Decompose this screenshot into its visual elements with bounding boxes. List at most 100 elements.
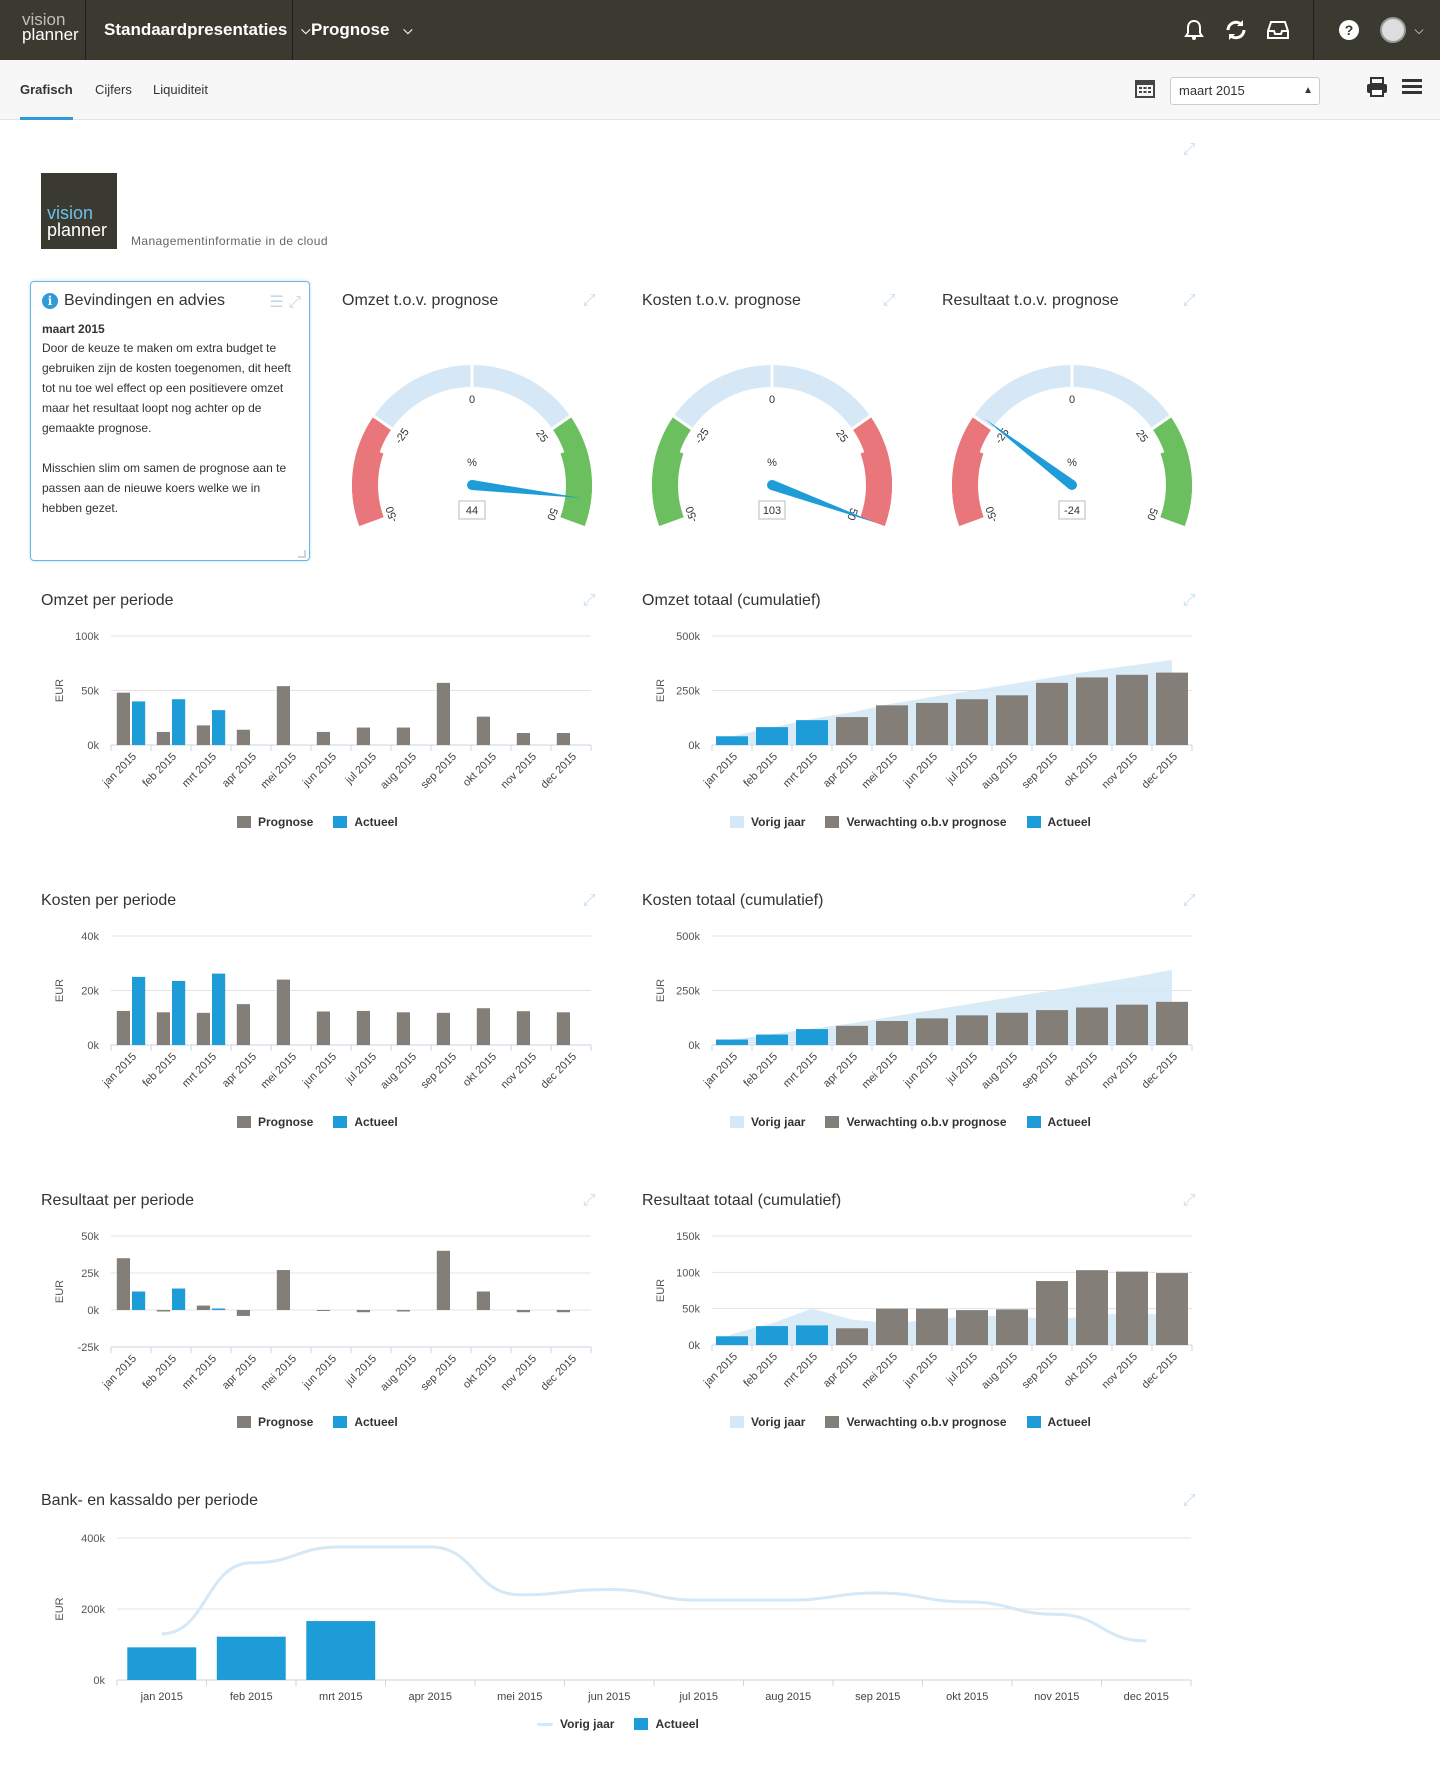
expand-icon[interactable]: ⤢ (288, 294, 301, 311)
chart-title-bank: Bank- en kassaldo per periode (41, 1492, 259, 1509)
expand-icon[interactable]: ⤢ (582, 592, 596, 609)
tab-liquiditeit[interactable]: Liquiditeit (153, 82, 208, 97)
gauge-band-mid (373, 365, 571, 429)
info-icon: i (42, 293, 58, 309)
expand-icon[interactable]: ⤢ (882, 292, 896, 309)
refresh-icon[interactable] (1215, 0, 1257, 60)
brand-logo[interactable]: vision planner (22, 11, 79, 43)
bar-prognose (436, 1012, 450, 1045)
x-tick-label: apr 2015 (821, 1351, 860, 1390)
legend-swatch (237, 1116, 251, 1128)
help-icon[interactable]: ? (1328, 0, 1370, 60)
expand-icon[interactable]: ⤢ (582, 892, 596, 909)
legend-item-actueel[interactable]: Actueel (333, 1115, 398, 1129)
line-vorig-jaar (161, 1545, 1147, 1643)
gauge-band-mid (673, 365, 871, 429)
x-tick-label: feb 2015 (140, 1353, 179, 1392)
menu-prognose[interactable]: Prognose ⌵ (292, 0, 431, 60)
gauge-needle (770, 480, 876, 523)
menu-standaardpresentaties[interactable]: Standaardpresentaties ⌵ (85, 0, 328, 60)
expand-icon[interactable]: ⤢ (1182, 1492, 1196, 1509)
legend-omzet-periode: Prognose Actueel (237, 815, 398, 829)
y-tick-label: 0k (688, 1040, 700, 1052)
bar-prognose (916, 1308, 948, 1345)
gauge-tick-label: 25 (833, 428, 850, 445)
bell-icon[interactable] (1173, 0, 1215, 60)
gauge-value-box: -24 (1058, 500, 1086, 520)
list-icon[interactable]: ☰ (269, 294, 284, 311)
y-tick-label: 0k (688, 740, 700, 752)
x-tick-label: dec 2015 (1140, 1351, 1180, 1391)
expand-icon[interactable]: ⤢ (1182, 141, 1196, 158)
gauge-title-resultaat: Resultaat t.o.v. prognose (942, 292, 1119, 309)
y-tick-label: 200k (81, 1604, 105, 1616)
print-icon[interactable] (1366, 76, 1388, 104)
legend-item-prognose[interactable]: Prognose (237, 815, 313, 829)
legend-item-prognose[interactable]: Prognose (237, 1115, 313, 1129)
logo-tagline: Managementinformatie in de cloud (131, 234, 328, 248)
legend-item-actueel[interactable]: Actueel (1026, 1115, 1091, 1129)
bar-prognose (436, 682, 450, 745)
gauge-band-high-outer (560, 444, 592, 527)
x-tick-label: jul 2015 (343, 1051, 379, 1087)
x-tick-label: mrt 2015 (180, 1051, 219, 1090)
inbox-icon[interactable] (1257, 0, 1299, 60)
legend-label: Vorig jaar (751, 1115, 806, 1129)
x-tick-label: jan 2015 (100, 1353, 139, 1392)
legend-item-actueel[interactable]: Actueel (333, 815, 398, 829)
legend-swatch (1026, 1416, 1041, 1428)
x-tick-label: apr 2015 (220, 1051, 259, 1090)
chart-kosten-cumulatief: 0k 250k 500k EUR jan 2015 feb 2015 mrt 2015 apr… (655, 931, 1193, 1092)
tab-cijfers[interactable]: Cijfers (95, 82, 132, 97)
legend-item-actueel[interactable]: Actueel (333, 1415, 398, 1429)
expand-icon[interactable]: ⤢ (1182, 892, 1196, 909)
y-tick-label: 500k (676, 631, 700, 643)
legend-resultaat-periode: Prognose Actueel (237, 1415, 398, 1429)
chart-resultaat-cumulatief: 0k 50k 100k 150k EUR jan 2015 feb 2015 mrt 2015… (655, 1231, 1193, 1392)
x-tick-label: okt 2015 (1062, 1051, 1100, 1089)
x-tick-label: feb 2015 (741, 751, 780, 790)
bar-prognose (996, 695, 1028, 745)
expand-icon[interactable]: ⤢ (1182, 292, 1196, 309)
x-tick-label: feb 2015 (741, 1051, 780, 1090)
calendar-icon[interactable] (1135, 78, 1155, 104)
legend-item-actueel[interactable]: Actueel (634, 1717, 699, 1731)
expand-icon[interactable]: ⤢ (1182, 592, 1196, 609)
legend-item-vorig-jaar[interactable]: Vorig jaar (730, 1415, 805, 1429)
expand-icon[interactable]: ⤢ (582, 292, 596, 309)
legend-item-prognose[interactable]: Prognose (237, 1415, 313, 1429)
tab-grafisch[interactable]: Grafisch (20, 60, 73, 120)
y-axis-label: EUR (54, 1280, 66, 1303)
x-tick-label: mrt 2015 (180, 1353, 219, 1392)
bar-actueel (796, 1325, 828, 1345)
period-select[interactable]: maart 2015 ▲ (1170, 77, 1320, 105)
expand-icon[interactable]: ⤢ (1182, 1192, 1196, 1209)
legend-item-verwachting[interactable]: Verwachting o.b.v prognose (825, 1415, 1007, 1429)
x-tick-label: dec 2015 (1140, 751, 1180, 791)
legend-item-vorig-jaar[interactable]: Vorig jaar (730, 1115, 805, 1129)
menu-icon[interactable] (1402, 76, 1422, 102)
bar-prognose (196, 1012, 210, 1045)
legend-item-vorig-jaar[interactable]: Vorig jaar (730, 815, 805, 829)
user-menu[interactable]: ⌵ (1370, 0, 1430, 60)
gauge-title-kosten: Kosten t.o.v. prognose (642, 292, 801, 309)
gauge-unit: % (767, 457, 777, 469)
bar-prognose (316, 731, 330, 745)
legend-swatch (237, 816, 251, 828)
legend-item-actueel[interactable]: Actueel (1026, 1415, 1091, 1429)
resize-handle[interactable] (298, 550, 306, 558)
expand-icon[interactable]: ⤢ (582, 1192, 596, 1209)
legend-kosten-periode: Prognose Actueel (237, 1115, 398, 1129)
x-tick-label: feb 2015 (741, 1351, 780, 1390)
legend-item-actueel[interactable]: Actueel (1026, 815, 1091, 829)
legend-label: Verwachting o.b.v prognose (846, 815, 1007, 829)
legend-item-verwachting[interactable]: Verwachting o.b.v prognose (825, 815, 1007, 829)
x-tick-label: mrt 2015 (781, 1351, 820, 1390)
legend-item-vorig-jaar[interactable]: Vorig jaar (537, 1717, 614, 1731)
legend-swatch (237, 1416, 251, 1428)
bar-prognose (236, 1004, 250, 1045)
legend-label: Actueel (1047, 1115, 1091, 1129)
legend-item-verwachting[interactable]: Verwachting o.b.v prognose (825, 1115, 1007, 1129)
chart-title-resultaat-cum: Resultaat totaal (cumulatief) (642, 1192, 842, 1209)
bar-prognose (516, 1011, 530, 1045)
